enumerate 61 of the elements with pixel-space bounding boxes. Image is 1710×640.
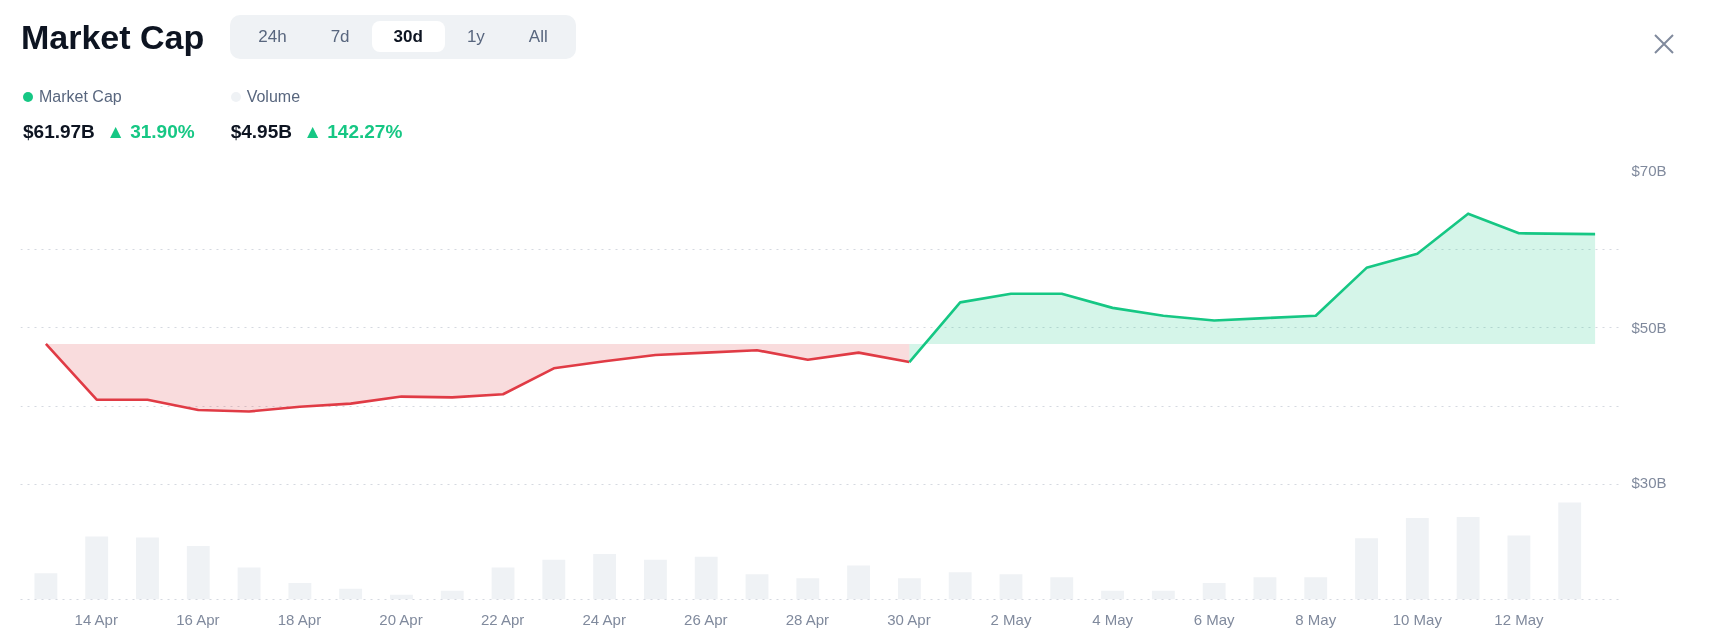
x-tick-label: 2 May bbox=[990, 610, 1032, 628]
bar bbox=[643, 559, 667, 600]
bar bbox=[694, 556, 718, 600]
bar bbox=[339, 588, 363, 600]
text: $61.97B bbox=[23, 121, 95, 143]
bar bbox=[999, 574, 1023, 600]
x-tick-label: 18 Apr bbox=[277, 610, 322, 628]
bar bbox=[440, 590, 464, 600]
bar bbox=[745, 574, 769, 600]
bar bbox=[593, 553, 617, 600]
bar bbox=[1101, 590, 1124, 600]
bar bbox=[1507, 535, 1531, 600]
bar bbox=[1050, 577, 1074, 600]
text: ▲ 142.27% bbox=[303, 121, 403, 143]
legend-label: Volume bbox=[245, 86, 302, 107]
x-tick-label: 30 Apr bbox=[887, 610, 931, 628]
text: 1y bbox=[465, 26, 486, 49]
y-tick-label: $70B bbox=[1631, 162, 1667, 179]
bar bbox=[847, 565, 871, 600]
bar bbox=[1202, 583, 1226, 600]
text: 7d bbox=[329, 26, 351, 49]
bar bbox=[542, 559, 566, 600]
x-tick-label: 8 May bbox=[1295, 610, 1337, 628]
x-tick-label: 28 Apr bbox=[785, 610, 830, 628]
x-tick-label: 6 May bbox=[1193, 610, 1236, 628]
text: All bbox=[527, 26, 549, 49]
legend-label: Market Cap bbox=[38, 86, 123, 107]
bar bbox=[1151, 590, 1175, 600]
bar bbox=[897, 578, 921, 600]
bar bbox=[85, 536, 109, 600]
text: 24h bbox=[257, 26, 288, 49]
chart-title: Market Cap bbox=[21, 17, 205, 58]
bar bbox=[491, 567, 515, 600]
x-tick-label: 24 Apr bbox=[582, 610, 626, 628]
x-tick-label: 4 May bbox=[1092, 610, 1134, 628]
x-tick-label: 10 May bbox=[1392, 610, 1443, 628]
bar bbox=[1253, 577, 1277, 600]
text: ▲ 31.90% bbox=[106, 121, 195, 143]
bar bbox=[186, 546, 210, 600]
bar bbox=[136, 537, 159, 600]
x-tick-label: 26 Apr bbox=[684, 610, 728, 628]
bar bbox=[1558, 502, 1582, 600]
bar bbox=[1405, 517, 1429, 600]
bar bbox=[1355, 538, 1378, 600]
x-tick-label: 16 Apr bbox=[176, 610, 220, 628]
bar bbox=[796, 578, 820, 600]
bar bbox=[237, 567, 261, 600]
bar bbox=[1456, 517, 1480, 600]
x-tick-label: 20 Apr bbox=[379, 610, 423, 628]
bar bbox=[1304, 577, 1328, 600]
x-tick-label: 14 Apr bbox=[74, 610, 118, 628]
y-tick-label: $50B bbox=[1631, 319, 1667, 336]
line-series bbox=[44, 342, 911, 413]
text: 30d bbox=[371, 21, 445, 53]
y-tick-label: $30B bbox=[1631, 473, 1667, 491]
x-tick-label: 22 Apr bbox=[480, 610, 525, 628]
bar bbox=[288, 583, 312, 600]
x-tick-label: 12 May bbox=[1494, 610, 1545, 628]
bar bbox=[34, 573, 58, 600]
text: $4.95B bbox=[230, 121, 292, 143]
bar bbox=[948, 572, 972, 600]
